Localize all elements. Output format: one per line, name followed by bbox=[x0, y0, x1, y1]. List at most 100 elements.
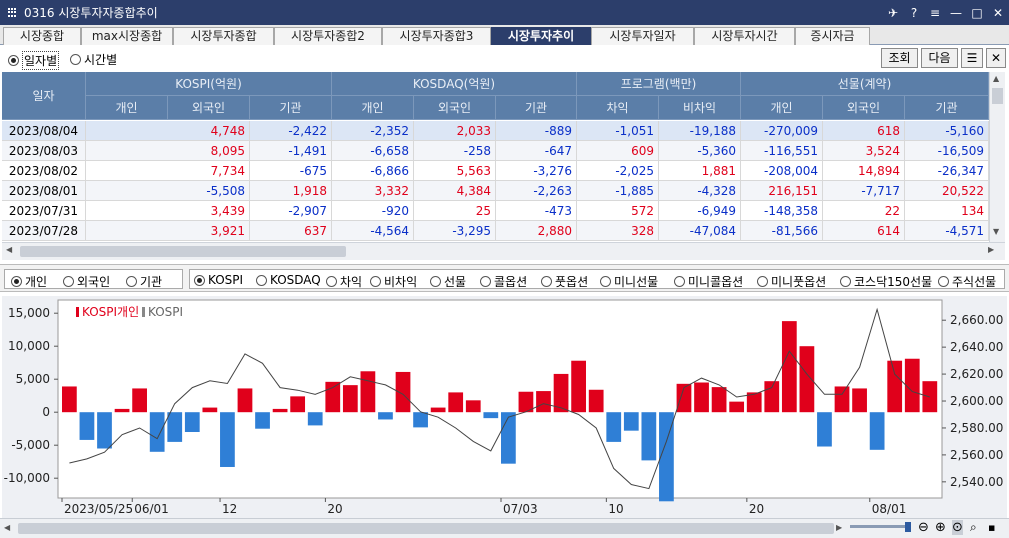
tab-market-summary[interactable]: 시장종합 bbox=[3, 27, 81, 45]
help-icon[interactable]: ? bbox=[910, 5, 918, 20]
zoom-slider-handle[interactable] bbox=[905, 522, 911, 532]
right-axis-label: 2,600.00 bbox=[950, 394, 1003, 408]
table-horizontal-scrollbar[interactable]: ◀ ▶ bbox=[2, 242, 1005, 260]
bar-kospi-individual bbox=[729, 401, 745, 413]
table-row[interactable]: 2023/08/01 -5,508 1,918 3,332 4,384 -2,263 -1,… bbox=[2, 181, 989, 201]
tab-market-investor-time[interactable]: 시장투자시간 bbox=[694, 27, 795, 45]
x-axis-label: 20 bbox=[749, 502, 764, 516]
radio-investor-foreign[interactable]: 외국인 bbox=[63, 273, 110, 290]
value-cell: -6,866 bbox=[332, 161, 414, 181]
table-vertical-scrollbar[interactable]: ▲ ▼ bbox=[989, 72, 1005, 242]
radio-market-mini-put[interactable]: 미니풋옵션 bbox=[757, 273, 826, 290]
tab-market-investor-summary-3[interactable]: 시장투자종합3 bbox=[382, 27, 491, 45]
value-cell: 3,332 bbox=[332, 181, 414, 201]
maximize-icon[interactable]: □ bbox=[971, 5, 983, 20]
scroll-left-icon[interactable]: ◀ bbox=[4, 523, 11, 532]
radio-market-call-option[interactable]: 콜옵션 bbox=[480, 273, 527, 290]
bar-kospi-individual bbox=[132, 388, 147, 413]
value-cell: 7,734 bbox=[168, 161, 250, 181]
zoom-area-icon[interactable]: ⌕ bbox=[970, 520, 977, 534]
close-icon[interactable]: ✕ bbox=[992, 5, 1004, 20]
bar-kospi-individual bbox=[360, 371, 376, 413]
zoom-out-icon[interactable]: ⊖ bbox=[918, 520, 929, 535]
table-row[interactable]: 2023/08/04 4,748 -2,422 -2,352 2,033 -889 -1,0… bbox=[2, 121, 989, 141]
col-header: 개인 bbox=[741, 96, 823, 120]
radio-market-non-arbitrage[interactable]: 비차익 bbox=[370, 273, 417, 290]
zoom-in-icon[interactable]: ⊕ bbox=[935, 520, 946, 535]
bar-kospi-individual bbox=[659, 412, 674, 502]
minimize-icon[interactable]: — bbox=[950, 5, 962, 20]
value-cell: 25 bbox=[414, 201, 496, 221]
date-header: 일자 bbox=[2, 72, 86, 120]
value-cell: -889 bbox=[496, 121, 577, 141]
tab-market-investor-summary-2[interactable]: 시장투자종합2 bbox=[274, 27, 382, 45]
radio-market-arbitrage[interactable]: 차익 bbox=[326, 273, 362, 290]
bar-kospi-individual bbox=[378, 412, 393, 420]
radio-market-kosdaq[interactable]: KOSDAQ bbox=[256, 273, 321, 287]
radio-market-mini-futures[interactable]: 미니선물 bbox=[600, 273, 658, 290]
radio-market-mini-call[interactable]: 미니콜옵션 bbox=[674, 273, 743, 290]
value-cell: -1,885 bbox=[577, 181, 659, 201]
radio-market-futures[interactable]: 선물 bbox=[430, 273, 466, 290]
group-header-futures: 선물(계약) bbox=[741, 72, 989, 96]
x-axis-label: 10 bbox=[608, 502, 623, 516]
radio-market-kosdaq150-futures[interactable]: 코스닥150선물 bbox=[840, 273, 932, 290]
table-row[interactable]: 2023/07/28 3,921 637 -4,564 -3,295 2,880 328 -4… bbox=[2, 221, 989, 241]
chart-scroll-thumb[interactable] bbox=[18, 523, 834, 534]
value-cell: -3,295 bbox=[414, 221, 496, 241]
left-axis-label: -10,000 bbox=[4, 471, 50, 485]
value-cell: 4,748 bbox=[168, 121, 250, 141]
tab-market-investor-summary[interactable]: 시장투자종합 bbox=[173, 27, 274, 45]
radio-daily[interactable]: 일자별 bbox=[8, 51, 60, 70]
query-button[interactable]: 조회 bbox=[881, 48, 918, 68]
pin-icon[interactable]: ✈ bbox=[887, 5, 899, 20]
value-cell: -19,188 bbox=[659, 121, 741, 141]
radio-market-stock-futures[interactable]: 주식선물 bbox=[938, 273, 996, 290]
radio-investor-individual[interactable]: 개인 bbox=[11, 273, 47, 290]
radio-market-put-option[interactable]: 풋옵션 bbox=[541, 273, 588, 290]
table-row[interactable]: 2023/08/03 8,095 -1,491 -6,658 -258 -647 609 -5… bbox=[2, 141, 989, 161]
col-header: 기관 bbox=[250, 96, 332, 120]
value-cell: 618 bbox=[823, 121, 905, 141]
bar-kospi-individual bbox=[97, 412, 112, 449]
tab-market-funds[interactable]: 증시자금 bbox=[795, 27, 870, 45]
table-row[interactable]: 2023/07/31 3,439 -2,907 -920 25 -473 572 -6,949… bbox=[2, 201, 989, 221]
window-title: 0316 시장투자자종합추이 bbox=[24, 6, 158, 20]
line-kospi-index bbox=[69, 307, 930, 490]
bar-kospi-individual bbox=[834, 386, 850, 413]
tab-max-market-summary[interactable]: max시장종합 bbox=[81, 27, 173, 45]
settings-menu-icon[interactable]: ≡ bbox=[929, 5, 941, 20]
radio-investor-institution[interactable]: 기관 bbox=[126, 273, 162, 290]
chart-series-options: 개인 외국인 기관 KOSPI KOSDAQ 차익 비차익 선물 콜옵션 풋옵션… bbox=[0, 264, 1009, 292]
scroll-right-icon[interactable]: ▶ bbox=[836, 523, 843, 532]
bar-kospi-individual bbox=[817, 412, 832, 447]
value-cell: 1,918 bbox=[250, 181, 332, 201]
radio-hourly[interactable]: 시간별 bbox=[70, 51, 117, 68]
close-panel-icon[interactable]: ✕ bbox=[986, 48, 1006, 68]
next-button[interactable]: 다음 bbox=[921, 48, 958, 68]
bar-kospi-individual bbox=[623, 412, 639, 431]
value-cell: -5,508 bbox=[168, 181, 250, 201]
value-cell: -116,551 bbox=[741, 141, 823, 161]
chart-canvas[interactable]: 15,000 10,000 5,000 0 -5,000 -10,000 2,660.00 2… bbox=[2, 296, 1007, 518]
list-view-icon[interactable]: ☰ bbox=[961, 48, 983, 68]
bar-kospi-individual bbox=[237, 388, 253, 413]
bar-kospi-individual bbox=[413, 412, 428, 428]
value-cell: -16,509 bbox=[905, 141, 989, 161]
table-row[interactable]: 2023/08/02 7,734 -675 -6,866 5,563 -3,276 -2,0… bbox=[2, 161, 989, 181]
menu-grid-icon[interactable] bbox=[8, 7, 18, 18]
value-cell: 614 bbox=[823, 221, 905, 241]
zoom-reset-icon[interactable]: ⊙ bbox=[952, 520, 963, 535]
value-cell: -258 bbox=[414, 141, 496, 161]
chart-settings-icon[interactable]: ▪ bbox=[988, 521, 996, 534]
left-axis-label: 5,000 bbox=[16, 372, 50, 386]
zoom-slider[interactable] bbox=[850, 525, 910, 528]
tab-market-investor-trend[interactable]: 시장투자추이 bbox=[491, 27, 591, 45]
right-axis-label: 2,660.00 bbox=[950, 313, 1003, 327]
value-cell: -81,566 bbox=[741, 221, 823, 241]
tab-market-investor-daily[interactable]: 시장투자일자 bbox=[591, 27, 694, 45]
bar-kospi-individual bbox=[62, 386, 77, 413]
bar-kospi-individual bbox=[114, 408, 130, 413]
col-header: 외국인 bbox=[823, 96, 905, 120]
radio-market-kospi[interactable]: KOSPI bbox=[194, 273, 243, 287]
